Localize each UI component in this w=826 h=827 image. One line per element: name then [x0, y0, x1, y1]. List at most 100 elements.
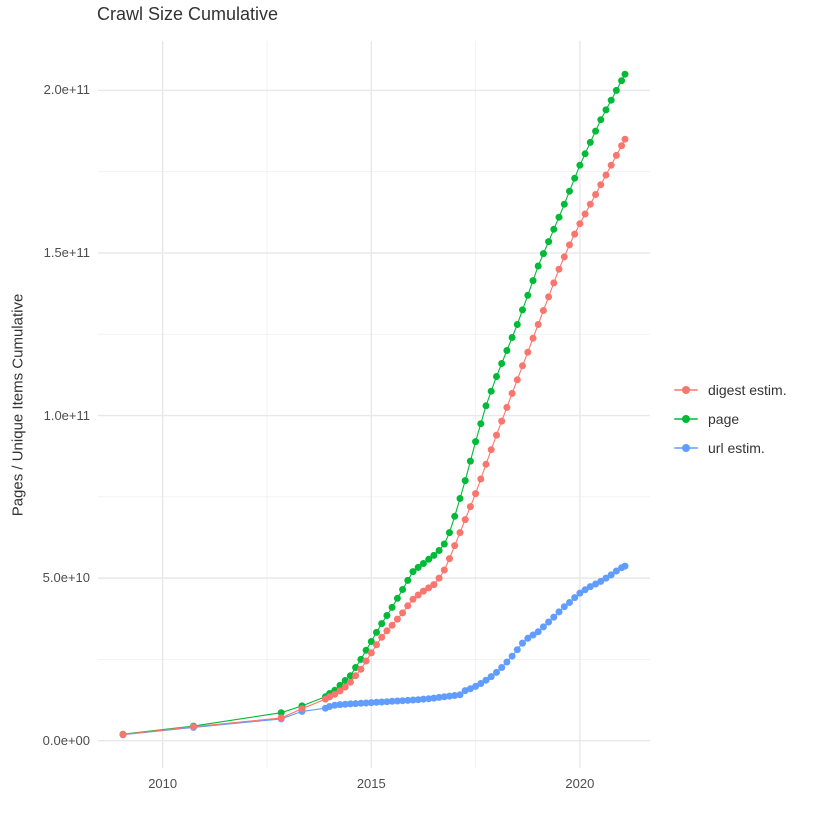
data-point-digest-estim [357, 665, 365, 673]
data-point-digest-estim [341, 683, 349, 691]
data-point-url-estim [357, 699, 365, 707]
data-point-digest-estim [607, 161, 615, 169]
data-point-url-estim [493, 668, 500, 676]
data-point-url-estim [571, 594, 579, 602]
data-point-page [493, 373, 500, 380]
data-point-digest-estim [576, 220, 584, 228]
data-point-url-estim [336, 701, 344, 709]
data-point-digest-estim [362, 657, 370, 665]
data-point-digest-estim [378, 633, 386, 641]
data-point-digest-estim [621, 135, 629, 143]
data-point-url-estim [440, 693, 448, 701]
data-point-digest-estim [451, 542, 459, 550]
series-line-page [122, 73, 626, 735]
data-point-url-estim [383, 698, 391, 706]
data-point-page [503, 347, 511, 354]
data-point-url-estim [566, 599, 573, 606]
data-point-url-estim [602, 574, 610, 582]
data-point-url-estim [612, 567, 620, 575]
x-tick-label-2015: 2015 [356, 776, 386, 791]
legend-label: digest estim. [708, 382, 787, 398]
data-point-url-estim [508, 652, 516, 660]
legend-key-url-estim [674, 439, 698, 457]
data-point-page [399, 586, 407, 593]
data-point-digest-estim [519, 362, 526, 370]
data-point-digest-estim [560, 253, 568, 261]
data-point-digest-estim [513, 376, 521, 384]
legend-item-page: page [674, 409, 787, 429]
data-point-digest-estim [545, 293, 553, 301]
data-point-page [560, 200, 568, 208]
data-point-page [539, 250, 547, 258]
data-point-digest-estim [440, 566, 448, 574]
x-tick-label-2020: 2020 [565, 776, 595, 791]
data-point-url-estim [456, 691, 464, 699]
data-point-page [576, 161, 584, 169]
data-point-page [545, 238, 553, 246]
data-point-digest-estim [388, 621, 396, 629]
data-point-page [524, 291, 532, 299]
data-point-digest-estim [571, 230, 579, 238]
data-point-page [597, 116, 605, 124]
data-point-digest-estim [461, 516, 469, 524]
data-point-page [607, 96, 615, 104]
y-tick-label-1e11: 1.0e+11 [43, 407, 90, 423]
data-point-digest-estim [503, 403, 511, 411]
data-point-page [566, 187, 573, 195]
data-point-url-estim [539, 623, 547, 631]
data-point-page [414, 563, 422, 571]
data-point-page [277, 709, 285, 717]
legend-label: page [708, 411, 740, 427]
data-point-digest-estim [612, 151, 620, 159]
data-point-page [487, 387, 495, 395]
data-point-digest-estim [534, 321, 542, 328]
legend-item-url-estim: url estim. [674, 438, 787, 458]
data-point-url-estim [352, 700, 360, 708]
data-point-digest-estim [566, 241, 573, 249]
data-point-url-estim [451, 692, 459, 699]
data-point-digest-estim [409, 595, 417, 603]
data-point-digest-estim [466, 503, 474, 511]
data-point-url-estim [534, 628, 542, 636]
data-point-page [388, 603, 396, 611]
data-point-page [346, 672, 354, 680]
data-point-url-estim [545, 618, 553, 626]
data-point-digest-estim [592, 191, 600, 198]
data-point-page [612, 86, 620, 94]
legend-dot-swatch [682, 386, 690, 394]
data-point-digest-estim [119, 731, 127, 738]
data-point-digest-estim [618, 142, 626, 150]
data-point-url-estim [446, 692, 453, 700]
data-point-url-estim [487, 673, 495, 681]
data-point-digest-estim [336, 687, 344, 695]
data-point-url-estim [621, 562, 629, 570]
data-point-digest-estim [597, 181, 605, 189]
data-point-digest-estim [498, 417, 506, 425]
data-point-digest-estim [326, 693, 334, 701]
data-point-url-estim [560, 603, 568, 611]
data-point-url-estim [555, 608, 563, 616]
data-point-url-estim [597, 577, 605, 585]
data-point-page [404, 576, 412, 584]
data-point-url-estim [477, 680, 485, 687]
legend-label: url estim. [708, 440, 765, 456]
data-point-digest-estim [419, 587, 427, 595]
y-tick-label-2e11: 2.0e+11 [43, 82, 90, 98]
data-point-page [378, 620, 386, 628]
data-point-digest-estim [425, 584, 433, 592]
data-point-url-estim [576, 589, 584, 597]
data-point-digest-estim [456, 529, 464, 537]
data-point-digest-estim [477, 475, 485, 483]
data-point-page [519, 306, 526, 314]
data-point-digest-estim [508, 389, 516, 397]
data-point-page [592, 127, 600, 135]
data-point-digest-estim [581, 210, 589, 218]
data-point-digest-estim [331, 690, 339, 698]
data-point-url-estim [529, 631, 537, 639]
chart-title: Crawl Size Cumulative [97, 4, 279, 24]
data-point-url-estim [498, 664, 506, 671]
data-point-page [550, 225, 558, 233]
data-point-digest-estim [529, 334, 537, 342]
